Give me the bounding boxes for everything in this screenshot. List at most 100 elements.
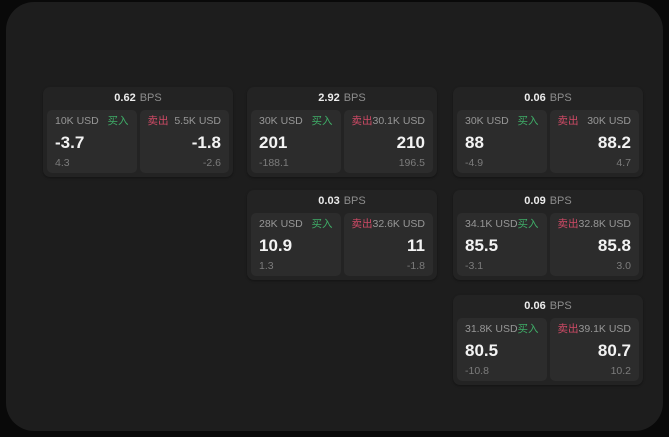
sell-amount: 30K USD	[587, 115, 631, 127]
quote-card-body: 30K USD 买入 201 -188.1 卖出 30.1K USD 210 1…	[247, 110, 437, 177]
bps-unit-label: BPS	[139, 92, 162, 104]
main-surface: 0.62 BPS 10K USD 买入 -3.7 4.3 卖出 5.5K USD	[6, 2, 663, 431]
buy-price: -3.7	[55, 132, 85, 152]
bps-header: 0.06 BPS	[453, 295, 643, 318]
sell-price: 210	[396, 132, 425, 152]
buy-price: 201	[259, 132, 288, 152]
buy-button[interactable]: 买入	[517, 323, 539, 335]
buy-price: 85.5	[465, 235, 499, 255]
sell-delta: -1.8	[406, 259, 425, 272]
buy-button[interactable]: 买入	[107, 115, 129, 127]
buy-tile[interactable]: 34.1K USD 买入 85.5 -3.1	[457, 213, 547, 276]
bps-value: 0.06	[524, 92, 546, 104]
sell-price: 88.2	[597, 132, 631, 152]
sell-delta: -2.6	[202, 156, 221, 169]
sell-button[interactable]: 卖出	[557, 218, 579, 230]
quote-card-body: 28K USD 买入 10.9 1.3 卖出 32.6K USD 11 -1.8	[247, 213, 437, 280]
buy-delta: -4.9	[465, 156, 484, 169]
quote-card: 0.03 BPS 28K USD 买入 10.9 1.3 卖出 32.6K US…	[247, 190, 437, 280]
quote-card: 0.62 BPS 10K USD 买入 -3.7 4.3 卖出 5.5K USD	[43, 87, 233, 177]
sell-price: -1.8	[191, 132, 221, 152]
buy-button[interactable]: 买入	[311, 218, 333, 230]
sell-amount: 32.6K USD	[372, 218, 426, 230]
bps-value: 0.06	[524, 300, 546, 312]
quote-card-body: 31.8K USD 买入 80.5 -10.8 卖出 39.1K USD 80.…	[453, 318, 643, 385]
sell-button[interactable]: 卖出	[557, 115, 579, 127]
sell-price: 85.8	[597, 235, 631, 255]
sell-delta: 196.5	[398, 156, 425, 169]
bps-value: 0.03	[318, 195, 340, 207]
bps-unit-label: BPS	[343, 195, 366, 207]
sell-tile[interactable]: 卖出 32.8K USD 85.8 3.0	[549, 213, 639, 276]
sell-button[interactable]: 卖出	[147, 115, 169, 127]
buy-tile[interactable]: 30K USD 买入 88 -4.9	[457, 110, 547, 173]
sell-tile[interactable]: 卖出 30.1K USD 210 196.5	[343, 110, 433, 173]
buy-price: 80.5	[465, 340, 499, 360]
quote-card: 2.92 BPS 30K USD 买入 201 -188.1 卖出 30.1K …	[247, 87, 437, 177]
buy-amount: 31.8K USD	[465, 323, 518, 335]
sell-price: 80.7	[597, 340, 631, 360]
buy-button[interactable]: 买入	[311, 115, 333, 127]
quote-card-body: 30K USD 买入 88 -4.9 卖出 30K USD 88.2 4.7	[453, 110, 643, 177]
sell-tile[interactable]: 卖出 39.1K USD 80.7 10.2	[549, 318, 639, 381]
buy-price: 88	[465, 132, 484, 152]
buy-button[interactable]: 买入	[517, 218, 539, 230]
sell-tile[interactable]: 卖出 30K USD 88.2 4.7	[549, 110, 639, 173]
quote-card: 0.09 BPS 34.1K USD 买入 85.5 -3.1 卖出 32.8K…	[453, 190, 643, 280]
sell-tile-top: 卖出 30K USD	[558, 116, 632, 127]
sell-tile[interactable]: 卖出 5.5K USD -1.8 -2.6	[139, 110, 229, 173]
sell-tile-top: 卖出 39.1K USD	[558, 324, 632, 335]
buy-tile-top: 30K USD 买入	[259, 116, 333, 127]
bps-header: 0.03 BPS	[247, 190, 437, 213]
buy-tile-top: 30K USD 买入	[465, 116, 539, 127]
sell-amount: 39.1K USD	[578, 323, 632, 335]
sell-amount: 32.8K USD	[578, 218, 632, 230]
buy-tile-top: 28K USD 买入	[259, 219, 333, 230]
buy-tile[interactable]: 30K USD 买入 201 -188.1	[251, 110, 341, 173]
bps-value: 0.62	[114, 92, 136, 104]
sell-tile-top: 卖出 32.6K USD	[352, 219, 426, 230]
buy-amount: 30K USD	[465, 115, 509, 127]
bps-header: 0.62 BPS	[43, 87, 233, 110]
buy-tile[interactable]: 28K USD 买入 10.9 1.3	[251, 213, 341, 276]
bps-unit-label: BPS	[549, 195, 572, 207]
buy-tile[interactable]: 31.8K USD 买入 80.5 -10.8	[457, 318, 547, 381]
sell-tile-top: 卖出 30.1K USD	[352, 116, 426, 127]
sell-delta: 3.0	[616, 259, 631, 272]
sell-delta: 10.2	[610, 364, 631, 377]
buy-tile-top: 10K USD 买入	[55, 116, 129, 127]
sell-delta: 4.7	[616, 156, 631, 169]
bps-unit-label: BPS	[549, 300, 572, 312]
buy-tile[interactable]: 10K USD 买入 -3.7 4.3	[47, 110, 137, 173]
buy-amount: 34.1K USD	[465, 218, 518, 230]
buy-amount: 30K USD	[259, 115, 303, 127]
sell-tile-top: 卖出 32.8K USD	[558, 219, 632, 230]
quote-card-body: 34.1K USD 买入 85.5 -3.1 卖出 32.8K USD 85.8…	[453, 213, 643, 280]
buy-delta: 1.3	[259, 259, 274, 272]
buy-price: 10.9	[259, 235, 293, 255]
bps-value: 0.09	[524, 195, 546, 207]
buy-amount: 10K USD	[55, 115, 99, 127]
buy-delta: -188.1	[259, 156, 289, 169]
buy-delta: -10.8	[465, 364, 489, 377]
sell-button[interactable]: 卖出	[557, 323, 579, 335]
buy-delta: -3.1	[465, 259, 484, 272]
sell-amount: 5.5K USD	[174, 115, 221, 127]
quote-card: 0.06 BPS 31.8K USD 买入 80.5 -10.8 卖出 39.1…	[453, 295, 643, 385]
buy-tile-top: 31.8K USD 买入	[465, 324, 539, 335]
buy-delta: 4.3	[55, 156, 70, 169]
sell-button[interactable]: 卖出	[351, 218, 373, 230]
bps-value: 2.92	[318, 92, 340, 104]
bps-unit-label: BPS	[549, 92, 572, 104]
sell-button[interactable]: 卖出	[351, 115, 373, 127]
bps-header: 2.92 BPS	[247, 87, 437, 110]
bps-header: 0.09 BPS	[453, 190, 643, 213]
quote-card: 0.06 BPS 30K USD 买入 88 -4.9 卖出 30K USD	[453, 87, 643, 177]
bps-header: 0.06 BPS	[453, 87, 643, 110]
buy-button[interactable]: 买入	[517, 115, 539, 127]
sell-tile[interactable]: 卖出 32.6K USD 11 -1.8	[343, 213, 433, 276]
buy-tile-top: 34.1K USD 买入	[465, 219, 539, 230]
sell-tile-top: 卖出 5.5K USD	[148, 116, 222, 127]
buy-amount: 28K USD	[259, 218, 303, 230]
